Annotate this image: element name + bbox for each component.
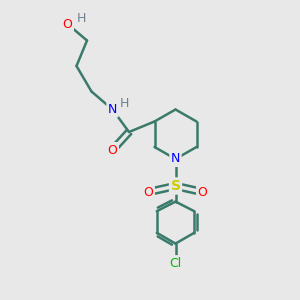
Text: H: H (120, 97, 129, 110)
Text: O: O (108, 143, 117, 157)
Text: Cl: Cl (169, 256, 181, 270)
Text: S: S (170, 179, 181, 193)
Text: O: O (63, 17, 72, 31)
Text: N: N (108, 103, 117, 116)
Text: O: O (144, 185, 153, 199)
Text: H: H (76, 11, 86, 25)
Text: O: O (198, 185, 207, 199)
Text: N: N (171, 152, 180, 166)
